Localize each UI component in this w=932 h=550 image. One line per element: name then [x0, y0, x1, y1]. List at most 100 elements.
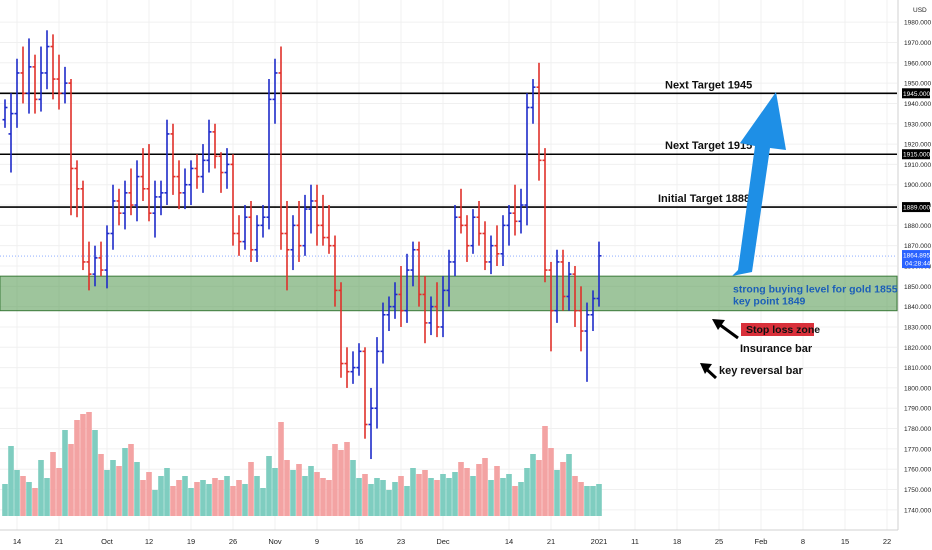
- time-tick-label: 25: [715, 537, 723, 546]
- volume-bar: [128, 444, 134, 516]
- volume-bar: [230, 486, 236, 516]
- volume-bar: [446, 478, 452, 516]
- volume-bar: [326, 480, 332, 516]
- ohlc-bar: [20, 46, 26, 104]
- volume-bar: [26, 482, 32, 516]
- volume-bar: [104, 470, 110, 516]
- ohlc-bar: [50, 34, 56, 100]
- time-tick-label: 8: [801, 537, 805, 546]
- volume-bar: [290, 470, 296, 516]
- volume-bar: [116, 466, 122, 516]
- volume-bar: [476, 464, 482, 516]
- ohlc-bar: [332, 235, 338, 307]
- time-tick-label: 18: [673, 537, 681, 546]
- ohlc-bar: [188, 160, 194, 206]
- ohlc-bar: [542, 148, 548, 283]
- ohlc-bar: [242, 205, 248, 250]
- volume-bar: [56, 468, 62, 516]
- time-tick-label: 15: [841, 537, 849, 546]
- volume-bar: [62, 430, 68, 516]
- ohlc-bar: [308, 184, 314, 234]
- volume-bar: [146, 472, 152, 516]
- ohlc-bar: [416, 241, 422, 307]
- time-tick-label: 14: [13, 537, 21, 546]
- ohlc-bar: [14, 58, 20, 128]
- volume-bar: [158, 476, 164, 516]
- time-tick-label: 14: [505, 537, 513, 546]
- ohlc-bar: [266, 79, 272, 230]
- volume-bar: [212, 478, 218, 516]
- ohlc-bar: [296, 200, 302, 262]
- target-label: Next Target 1915: [665, 140, 752, 152]
- ohlc-bar: [56, 54, 62, 110]
- ohlc-bar: [560, 249, 566, 311]
- volume-bar: [596, 484, 602, 516]
- volume-bar: [560, 462, 566, 516]
- level-badge-text: 1889.000: [903, 205, 930, 212]
- target-arrow: [732, 92, 786, 276]
- price-tick-label: 1850.000: [904, 284, 931, 291]
- ohlc-bar: [260, 205, 266, 238]
- volume-bar: [170, 486, 176, 516]
- ohlc-bar: [446, 249, 452, 307]
- level-badge-text: 1945.000: [903, 91, 930, 98]
- ohlc-bar: [500, 215, 506, 266]
- volume-bar: [392, 482, 398, 516]
- ohlc-bar: [152, 180, 158, 238]
- ohlc-bar: [476, 200, 482, 246]
- ohlc-bar: [212, 123, 218, 169]
- ohlc-bar: [284, 200, 290, 291]
- volume-bar: [368, 484, 374, 516]
- volume-bar: [86, 412, 92, 516]
- volume-bar: [428, 478, 434, 516]
- volume-bar: [464, 468, 470, 516]
- ohlc-bar: [440, 276, 446, 338]
- volume-bar: [14, 470, 20, 516]
- volume-bar: [92, 430, 98, 516]
- volume-bar: [374, 478, 380, 516]
- ohlc-bar: [548, 261, 554, 352]
- time-tick-label: 19: [187, 537, 195, 546]
- volume-bar: [152, 490, 158, 516]
- volume-bar: [296, 464, 302, 516]
- volume-bar: [434, 480, 440, 516]
- ohlc-bar: [32, 54, 38, 114]
- ohlc-bar: [488, 235, 494, 275]
- ohlc-bar: [122, 180, 128, 230]
- volume-bar: [278, 422, 284, 516]
- ohlc-bar: [584, 302, 590, 382]
- volume-bar: [284, 460, 290, 516]
- volume-bar: [572, 476, 578, 516]
- ohlc-bar: [512, 184, 518, 236]
- volume-bar: [344, 442, 350, 516]
- ohlc-bar: [164, 119, 170, 206]
- annotation-layer: strong buying level for gold 1855-1838.k…: [700, 92, 927, 380]
- price-tick-label: 1930.000: [904, 121, 931, 128]
- ohlc-bar: [506, 205, 512, 246]
- ohlc-bar: [8, 93, 14, 173]
- volume-bar: [176, 480, 182, 516]
- volume-bar: [266, 456, 272, 516]
- volume-bar: [350, 460, 356, 516]
- price-tick-label: 1940.000: [904, 101, 931, 108]
- volume-bar: [332, 444, 338, 516]
- volume-bar: [488, 480, 494, 516]
- volume-bar: [380, 480, 386, 516]
- price-tick-label: 1960.000: [904, 60, 931, 67]
- ohlc-bar: [494, 225, 500, 266]
- volume-bar: [98, 454, 104, 516]
- ohlc-bar: [206, 119, 212, 173]
- currency-label: USD: [913, 7, 927, 14]
- ohlc-bar: [74, 160, 80, 218]
- volume-bar: [410, 468, 416, 516]
- ohlc-bar: [182, 168, 188, 210]
- time-tick-label: 21: [55, 537, 63, 546]
- volume-bar: [482, 458, 488, 516]
- volume-bar: [320, 478, 326, 516]
- ohlc-bar: [224, 148, 230, 189]
- volume-bar: [182, 476, 188, 516]
- key-reversal-label: key reversal bar: [719, 365, 804, 377]
- price-tick-label: 1900.000: [904, 182, 931, 189]
- ohlc-bar: [170, 123, 176, 195]
